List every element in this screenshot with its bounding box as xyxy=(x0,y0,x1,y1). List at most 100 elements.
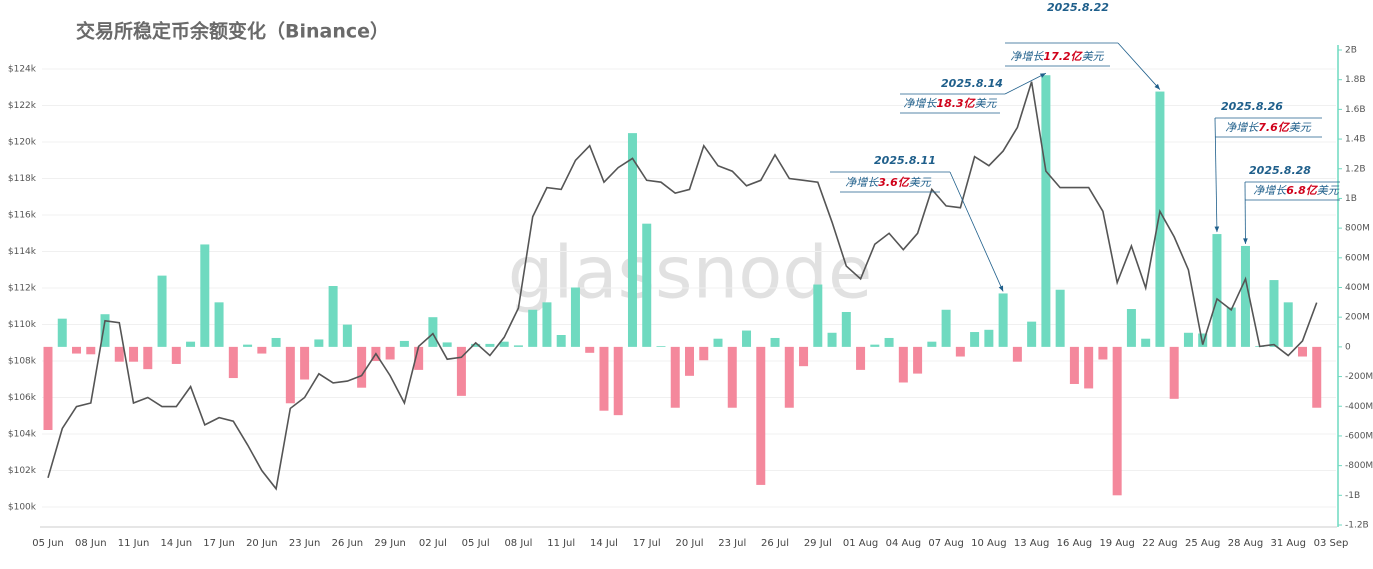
bar xyxy=(813,284,823,347)
y2-tick-label: -1B xyxy=(1345,491,1360,501)
bar xyxy=(770,337,780,347)
x-tick-label: 08 Jul xyxy=(504,538,532,549)
y2-tick-label: -800M xyxy=(1345,461,1373,471)
x-tick-label: 02 Jul xyxy=(419,538,447,549)
annotation-suffix: 美元 xyxy=(1317,184,1340,197)
bar xyxy=(385,346,395,360)
arrow-head xyxy=(1214,226,1220,233)
bar xyxy=(599,346,609,411)
bar xyxy=(1169,346,1179,399)
annotation-text: 净增长7.6亿美元 xyxy=(1225,121,1311,134)
bar xyxy=(1226,307,1236,347)
y2-tick-label: 400M xyxy=(1345,283,1370,293)
x-tick-label: 23 Jun xyxy=(289,538,321,549)
annotation-prefix: 净增长 xyxy=(1253,184,1287,197)
bar xyxy=(442,342,452,347)
annotation-amount: 3.6亿 xyxy=(878,176,910,189)
annotation-text: 净增长18.3亿美元 xyxy=(903,97,997,110)
annotation-arrow xyxy=(1214,117,1218,233)
bar xyxy=(485,343,495,347)
bar xyxy=(1141,338,1151,347)
bar xyxy=(414,346,424,370)
y2-tick-label: 1.6B xyxy=(1345,105,1366,115)
bar xyxy=(528,309,538,347)
y-tick-label: $124k xyxy=(8,65,37,75)
y-tick-label: $122k xyxy=(8,101,37,111)
bar xyxy=(585,346,595,353)
y-tick-label: $112k xyxy=(8,284,37,294)
bar xyxy=(357,346,367,388)
bar xyxy=(998,293,1008,347)
bar xyxy=(699,346,709,361)
x-tick-label: 05 Jul xyxy=(462,538,490,549)
y2-tick-label: 200M xyxy=(1345,313,1370,323)
bar xyxy=(314,339,324,347)
bar xyxy=(57,318,67,347)
bar xyxy=(114,346,124,362)
bar xyxy=(1283,302,1293,347)
bar xyxy=(300,346,310,380)
bar xyxy=(984,329,994,347)
annotation-text: 净增长17.2亿美元 xyxy=(1010,50,1104,63)
bar xyxy=(955,346,965,357)
bar xyxy=(884,337,894,347)
y-tick-label: $114k xyxy=(8,247,37,257)
bar xyxy=(856,346,866,370)
bar xyxy=(171,346,181,364)
y2-tick-label: 0 xyxy=(1345,342,1351,352)
annotation-suffix: 美元 xyxy=(975,97,998,110)
bar xyxy=(1212,234,1222,347)
bar xyxy=(243,344,253,347)
bar xyxy=(157,275,167,347)
annotation-date: 2025.8.14 xyxy=(941,77,1003,90)
chart-title: 交易所稳定币余额变化（Binance） xyxy=(76,20,389,43)
annotation-date: 2025.8.22 xyxy=(1047,1,1109,14)
bar xyxy=(670,346,680,408)
y2-tick-label: -600M xyxy=(1345,431,1373,441)
bar xyxy=(799,346,809,367)
bar xyxy=(214,302,224,347)
annotation-text: 净增长3.6亿美元 xyxy=(845,176,931,189)
y-tick-label: $118k xyxy=(8,174,37,184)
bar xyxy=(841,311,851,347)
x-tick-label: 25 Aug xyxy=(1185,538,1220,549)
x-tick-label: 20 Jun xyxy=(246,538,278,549)
bar xyxy=(927,341,937,347)
x-tick-label: 03 Sep xyxy=(1314,538,1349,549)
bar xyxy=(742,330,752,347)
bar xyxy=(685,346,694,376)
bar xyxy=(656,346,666,347)
bar xyxy=(1112,346,1122,496)
x-tick-label: 19 Aug xyxy=(1099,538,1134,549)
annotation-prefix: 净增长 xyxy=(903,97,937,110)
annotation-arrow xyxy=(1004,72,1047,95)
bar xyxy=(556,335,566,347)
y-tick-label: $110k xyxy=(8,320,37,330)
y2-tick-label: 600M xyxy=(1345,253,1370,263)
arrow-head xyxy=(1243,238,1248,244)
bar xyxy=(941,309,951,347)
bar xyxy=(1055,289,1065,347)
x-tick-label: 29 Jun xyxy=(374,538,406,549)
y-tick-label: $100k xyxy=(8,503,37,513)
arrow-head xyxy=(998,285,1004,292)
y2-tick-label: 1.8B xyxy=(1345,75,1366,85)
annotation-suffix: 美元 xyxy=(909,176,932,189)
bar xyxy=(72,346,82,354)
bar xyxy=(642,223,652,347)
annotation-amount: 7.6亿 xyxy=(1258,121,1290,134)
x-tick-label: 31 Aug xyxy=(1271,538,1306,549)
bar xyxy=(1240,245,1250,347)
y-tick-label: $104k xyxy=(8,430,37,440)
x-tick-label: 17 Jul xyxy=(633,538,661,549)
x-tick-label: 26 Jul xyxy=(761,538,789,549)
bar xyxy=(1098,346,1108,360)
bar xyxy=(1126,309,1136,347)
annotation-prefix: 净增长 xyxy=(845,176,879,189)
x-tick-label: 14 Jun xyxy=(161,538,193,549)
bar xyxy=(570,287,580,347)
bar xyxy=(186,341,196,347)
x-tick-label: 11 Jun xyxy=(118,538,150,549)
y2-tick-label: 1B xyxy=(1345,194,1357,204)
